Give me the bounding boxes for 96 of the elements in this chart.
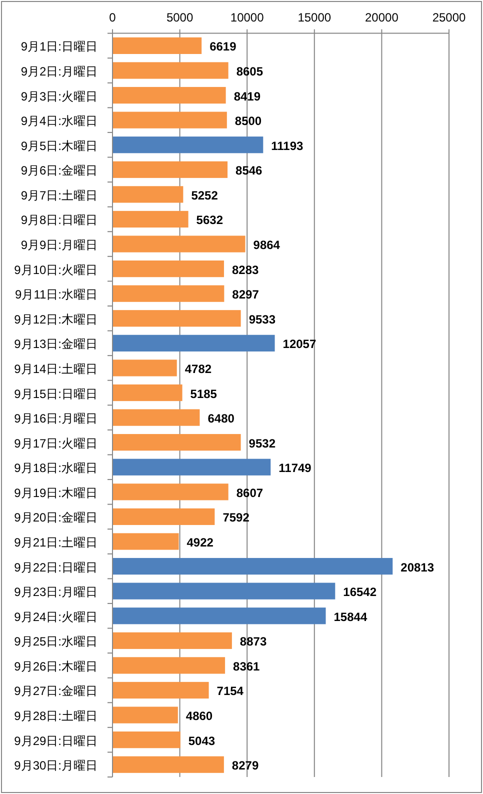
data-label: 11193: [271, 138, 304, 153]
bar: [112, 360, 177, 376]
data-label: 11749: [278, 461, 312, 476]
y-tick-label: 9月24日:火曜日: [14, 610, 98, 624]
data-label: 8873: [240, 634, 267, 649]
y-tick-label: 9月1日:日曜日: [20, 40, 98, 54]
bar: [112, 210, 188, 228]
data-label: 4922: [186, 535, 214, 550]
data-label: 6619: [210, 40, 237, 54]
x-tick-label: 20000: [365, 10, 399, 24]
y-tick-label: 9月28日:土曜日: [14, 709, 98, 724]
data-label: 4860: [186, 709, 213, 724]
bar: [112, 260, 224, 278]
data-label: 9532: [248, 436, 276, 450]
y-tick-label: 9月21日:土曜日: [14, 535, 98, 550]
y-tick-label: 9月20日:金曜日: [14, 510, 98, 525]
y-tick-label: 9月17日:火曜日: [14, 436, 98, 450]
data-label: 4782: [184, 362, 212, 376]
bar: [112, 756, 224, 773]
data-label: 9533: [248, 312, 276, 326]
y-tick-label: 9月12日:木曜日: [14, 312, 98, 326]
data-label: 12057: [282, 337, 316, 352]
data-label: 5252: [191, 188, 218, 202]
data-label: 6480: [208, 412, 235, 426]
x-tick-label: 25000: [432, 10, 466, 24]
bar: [112, 484, 228, 500]
y-tick-label: 9月25日:水曜日: [14, 634, 98, 649]
data-label: 9864: [253, 238, 280, 252]
y-tick-label: 9月30日:月曜日: [14, 758, 98, 773]
data-label: 8297: [232, 288, 260, 302]
x-tick-label: 15000: [298, 10, 332, 24]
bar: [112, 62, 228, 79]
y-tick-label: 9月14日:土曜日: [14, 362, 98, 376]
y-tick-label: 9月6日:金曜日: [20, 164, 98, 178]
y-tick-label: 9月9日:月曜日: [20, 238, 98, 252]
y-tick-label: 9月27日:金曜日: [14, 684, 98, 698]
y-tick-label: 9月22日:日曜日: [14, 560, 98, 574]
y-tick-label: 9月16日:月曜日: [14, 412, 98, 426]
data-label: 8361: [233, 659, 260, 674]
data-label: 8279: [232, 758, 259, 773]
bar: [112, 706, 178, 724]
data-label: 20813: [400, 560, 434, 574]
y-tick-label: 9月3日:火曜日: [20, 89, 98, 104]
x-tick-label: 5000: [166, 10, 194, 24]
bar: [112, 112, 227, 128]
bar: [112, 533, 179, 550]
data-label: 5632: [196, 213, 224, 228]
y-tick-label: 9月13日:金曜日: [14, 337, 98, 352]
y-tick-label: 9月15日:日曜日: [14, 386, 98, 401]
bar: [112, 558, 393, 575]
y-tick-label: 9月10日:火曜日: [14, 262, 98, 277]
bar: [112, 508, 215, 526]
y-tick-label: 9月7日:土曜日: [20, 188, 98, 202]
bar: [112, 732, 180, 748]
y-tick-label: 9月18日:水曜日: [14, 461, 98, 476]
bar: [112, 458, 271, 476]
data-label: 8419: [234, 89, 261, 104]
x-tick-label: 0: [109, 10, 116, 24]
bar: [112, 608, 326, 624]
y-tick-label: 9月11日:水曜日: [15, 288, 98, 302]
data-label: 8546: [236, 164, 263, 178]
bar: [112, 86, 226, 104]
bar: [112, 136, 264, 154]
y-tick-label: 9月23日:月曜日: [14, 585, 98, 600]
data-label: 15844: [334, 610, 368, 624]
bar: [112, 632, 232, 649]
bar: [112, 334, 275, 352]
bar: [112, 37, 202, 54]
y-tick-label: 9月4日:水曜日: [20, 114, 98, 128]
data-label: 8283: [232, 262, 260, 277]
data-label: 16542: [343, 585, 377, 600]
bar: [112, 310, 241, 327]
bar: [112, 161, 228, 178]
y-tick-label: 9月26日:木曜日: [14, 659, 98, 674]
data-label: 8500: [234, 114, 262, 128]
x-tick-label: 10000: [230, 10, 264, 24]
y-tick-label: 9月2日:月曜日: [20, 64, 98, 78]
data-label: 5185: [190, 386, 218, 401]
bar: [112, 285, 224, 302]
bar: [112, 434, 241, 451]
bar: [112, 582, 336, 600]
bar: [112, 657, 226, 674]
data-label: 8605: [236, 64, 264, 78]
y-tick-label: 9月19日:木曜日: [14, 486, 98, 500]
bar: [112, 409, 200, 426]
y-tick-label: 9月29日:日曜日: [14, 734, 98, 748]
bar: [112, 186, 184, 203]
bar: [112, 682, 209, 699]
bar: [112, 384, 182, 402]
data-label: 8607: [236, 486, 264, 500]
data-label: 7154: [216, 684, 244, 698]
data-label: 7592: [222, 510, 250, 525]
y-tick-label: 9月8日:日曜日: [20, 213, 98, 228]
y-tick-label: 9月5日:木曜日: [20, 138, 98, 153]
bar: [112, 236, 246, 252]
data-label: 5043: [188, 734, 216, 748]
